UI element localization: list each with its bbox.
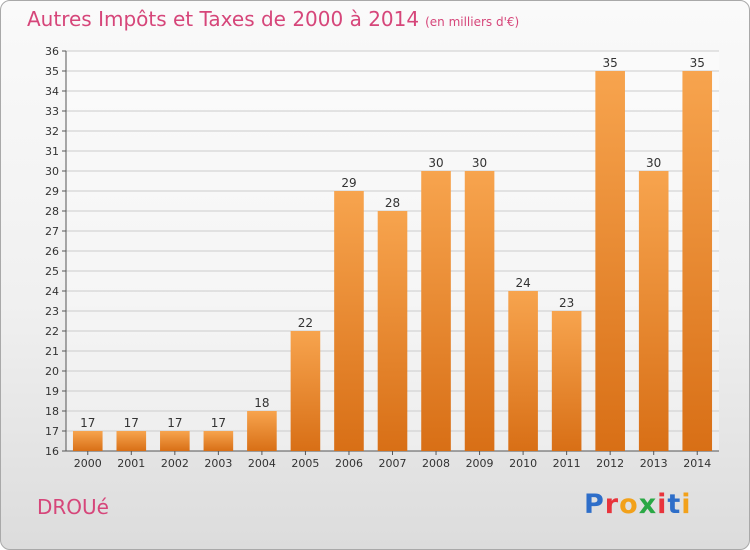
y-tick-label: 33	[45, 105, 59, 118]
data-label: 29	[341, 176, 356, 190]
x-tick-label: 2011	[553, 457, 581, 470]
logo-letter: P	[584, 489, 605, 520]
logo-letter: x	[638, 489, 658, 520]
commune-name: DROUé	[37, 495, 109, 519]
bar	[247, 411, 277, 451]
data-label: 30	[646, 156, 661, 170]
bar	[551, 311, 582, 451]
x-tick-label: 2002	[161, 457, 189, 470]
x-tick-label: 2004	[248, 457, 276, 470]
bar	[638, 171, 669, 451]
data-label: 17	[124, 416, 139, 430]
proxiti-logo: Proxiti	[584, 489, 692, 520]
x-tick-label: 2003	[204, 457, 232, 470]
bar	[72, 431, 103, 451]
data-label: 30	[472, 156, 487, 170]
logo-letter: i	[681, 489, 692, 520]
bar	[377, 211, 408, 451]
bar	[421, 171, 451, 451]
bar	[290, 331, 321, 451]
y-tick-label: 25	[45, 265, 59, 278]
y-tick-label: 18	[45, 405, 59, 418]
logo-letter: t	[667, 489, 682, 520]
x-tick-label: 2005	[291, 457, 319, 470]
y-tick-label: 24	[45, 285, 59, 298]
bar	[508, 291, 538, 451]
y-tick-label: 31	[45, 145, 59, 158]
y-tick-label: 27	[45, 225, 59, 238]
y-tick-label: 26	[45, 245, 59, 258]
y-tick-label: 35	[45, 65, 59, 78]
bar	[160, 431, 190, 451]
data-label: 35	[603, 56, 618, 70]
x-tick-label: 2009	[466, 457, 494, 470]
x-tick-label: 2014	[683, 457, 711, 470]
y-tick-label: 30	[45, 165, 59, 178]
y-tick-label: 23	[45, 305, 59, 318]
logo-letter: o	[619, 489, 639, 520]
data-label: 17	[80, 416, 95, 430]
x-tick-label: 2001	[117, 457, 145, 470]
y-tick-label: 19	[45, 385, 59, 398]
y-tick-label: 32	[45, 125, 59, 138]
bar	[464, 171, 495, 451]
bar	[203, 431, 234, 451]
bar	[334, 191, 364, 451]
data-label: 18	[254, 396, 269, 410]
data-label: 23	[559, 296, 574, 310]
x-tick-label: 2013	[640, 457, 668, 470]
x-tick-label: 2012	[596, 457, 624, 470]
y-tick-label: 20	[45, 365, 59, 378]
data-label: 35	[690, 56, 705, 70]
bar	[116, 431, 147, 451]
chart-unit: (en milliers d'€)	[425, 15, 520, 29]
y-tick-label: 28	[45, 205, 59, 218]
y-tick-label: 36	[45, 45, 59, 58]
data-label: 24	[515, 276, 530, 290]
y-tick-label: 29	[45, 185, 59, 198]
x-tick-label: 2008	[422, 457, 450, 470]
x-tick-label: 2006	[335, 457, 363, 470]
data-label: 17	[211, 416, 226, 430]
chart-title-text: Autres Impôts et Taxes de 2000 à 2014	[27, 7, 420, 31]
bar	[595, 71, 625, 451]
data-label: 30	[428, 156, 443, 170]
data-label: 22	[298, 316, 313, 330]
bar	[682, 71, 713, 451]
logo-letter: r	[604, 489, 620, 520]
x-tick-label: 2000	[74, 457, 102, 470]
logo-letter: i	[657, 489, 668, 520]
y-tick-label: 22	[45, 325, 59, 338]
data-label: 17	[167, 416, 182, 430]
y-tick-label: 17	[45, 425, 59, 438]
x-tick-label: 2010	[509, 457, 537, 470]
data-label: 28	[385, 196, 400, 210]
y-tick-label: 16	[45, 445, 59, 458]
y-tick-label: 21	[45, 345, 59, 358]
y-tick-label: 34	[45, 85, 59, 98]
chart-title: Autres Impôts et Taxes de 2000 à 2014 (en…	[27, 7, 519, 31]
x-tick-label: 2007	[379, 457, 407, 470]
